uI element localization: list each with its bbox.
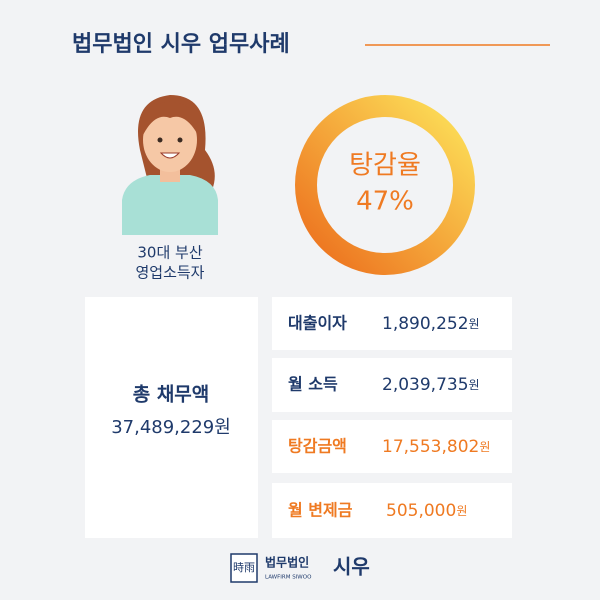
row-card (272, 297, 512, 350)
client-line: 30대 부산 (137, 244, 202, 262)
firm: 법무법인 (265, 555, 309, 570)
footer: 時雨 법무법인 LAWFIRM SIWOO 시우 (230, 553, 370, 583)
row-card (272, 358, 512, 412)
total-card (85, 297, 258, 538)
row-label: 탕감금액 (288, 437, 347, 456)
row-label: 월 소득 (288, 375, 338, 394)
avatar (122, 95, 218, 235)
unit: 원 (456, 504, 467, 518)
row-amount: 17,553,802원 (382, 437, 490, 457)
row-card (272, 483, 512, 538)
unit: 원 (469, 378, 480, 392)
amount: 1,890,252 (382, 314, 469, 334)
rate-value: 47% (356, 187, 414, 217)
row-amount: 505,000원 (386, 501, 467, 521)
firm-english: LAWFIRM SIWOO (265, 575, 312, 581)
logo-box (230, 553, 258, 583)
amount: 2,039,735 (382, 375, 469, 395)
total-label: 총 채무액 (133, 384, 210, 406)
rows: 대출이자 1,890,252원 월 소득 2,039,735원 탕감금액 17,… (272, 297, 512, 538)
amount: 505,000 (386, 501, 456, 521)
client-line: 영업소득자 (135, 264, 204, 282)
total-amount: 37,489,229원 (111, 417, 231, 438)
unit: 원 (469, 317, 480, 331)
unit: 원 (479, 440, 490, 454)
logo: 時雨 (233, 561, 255, 574)
row-label: 월 변제금 (288, 501, 353, 520)
row-amount: 2,039,735원 (382, 375, 480, 395)
firm-name: 시우 (333, 555, 370, 579)
row-card (272, 420, 512, 473)
rate-ring (295, 95, 475, 275)
rate-label: 탕감율 (349, 151, 421, 181)
amount: 17,553,802 (382, 437, 479, 457)
row-amount: 1,890,252원 (382, 314, 480, 334)
row-label: 대출이자 (288, 314, 347, 333)
title: 법무법인 시우 업무사례 (72, 32, 290, 57)
